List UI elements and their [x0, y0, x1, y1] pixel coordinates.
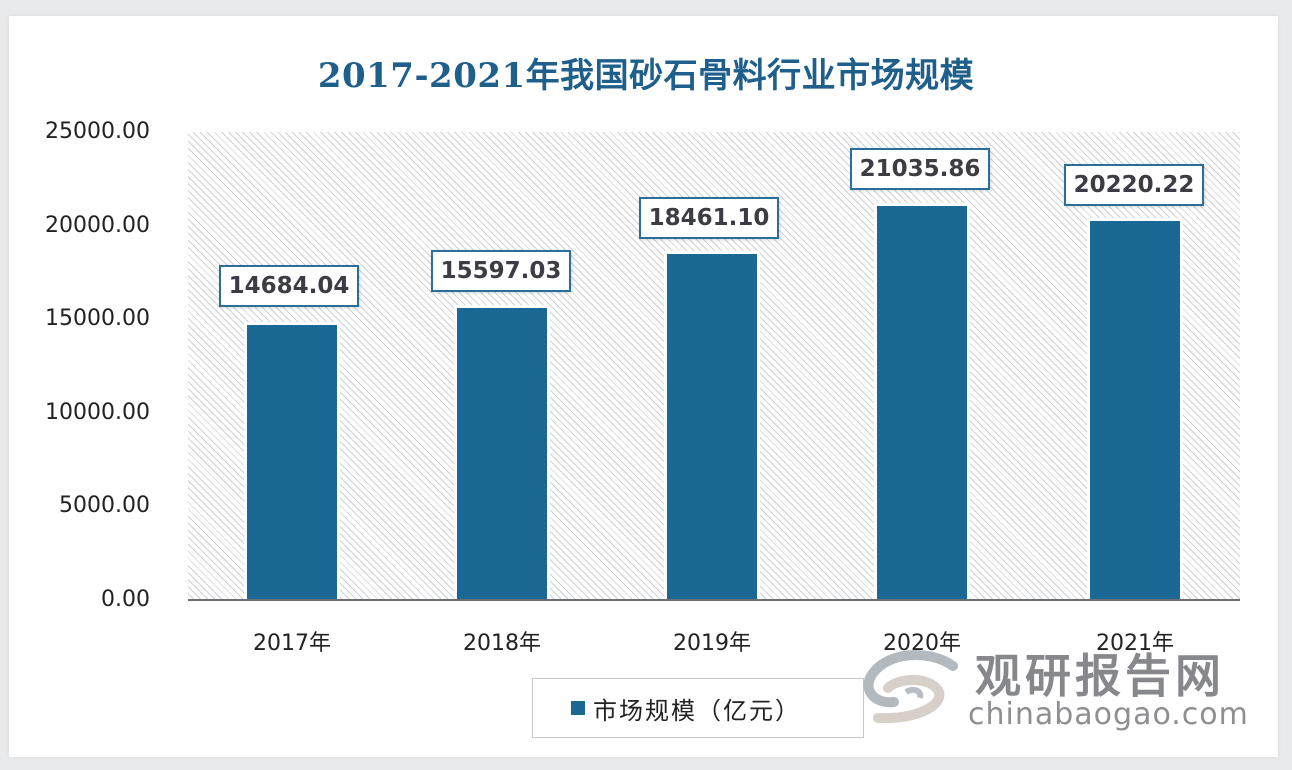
value-label: 15597.03: [431, 250, 571, 292]
y-tick-label: 15000.00: [45, 306, 150, 331]
x-tick-label: 2021年: [1096, 631, 1174, 656]
value-label: 18461.10: [639, 197, 779, 239]
watermark-domain: chinabaogao.com: [968, 697, 1249, 732]
x-tick-label: 2018年: [463, 631, 541, 656]
bar-2018[interactable]: [457, 308, 547, 600]
y-tick-label: 0.00: [101, 587, 150, 612]
y-tick-label: 5000.00: [59, 493, 150, 518]
x-axis-line: [188, 599, 1240, 601]
legend[interactable]: 市场规模（亿元）: [532, 678, 864, 738]
y-tick-label: 25000.00: [45, 119, 150, 144]
value-label: 21035.86: [850, 148, 990, 190]
y-tick-label: 20000.00: [45, 213, 150, 238]
watermark-logo-icon: [863, 650, 958, 724]
x-tick-label: 2019年: [673, 631, 751, 656]
bar-2021[interactable]: [1090, 221, 1180, 600]
legend-label: 市场规模（亿元）: [593, 696, 801, 725]
value-label: 14684.04: [219, 265, 359, 307]
x-tick-label: 2017年: [253, 631, 331, 656]
chart-title: 2017-2021年我国砂石骨料行业市场规模: [317, 56, 975, 96]
bar-2019[interactable]: [667, 254, 757, 600]
watermark-text: 观研报告网: [975, 649, 1225, 703]
value-label: 20220.22: [1064, 164, 1204, 206]
legend-swatch: [571, 701, 585, 715]
bar-2017[interactable]: [247, 325, 337, 600]
bar-2020[interactable]: [877, 206, 967, 600]
y-tick-label: 10000.00: [45, 400, 150, 425]
